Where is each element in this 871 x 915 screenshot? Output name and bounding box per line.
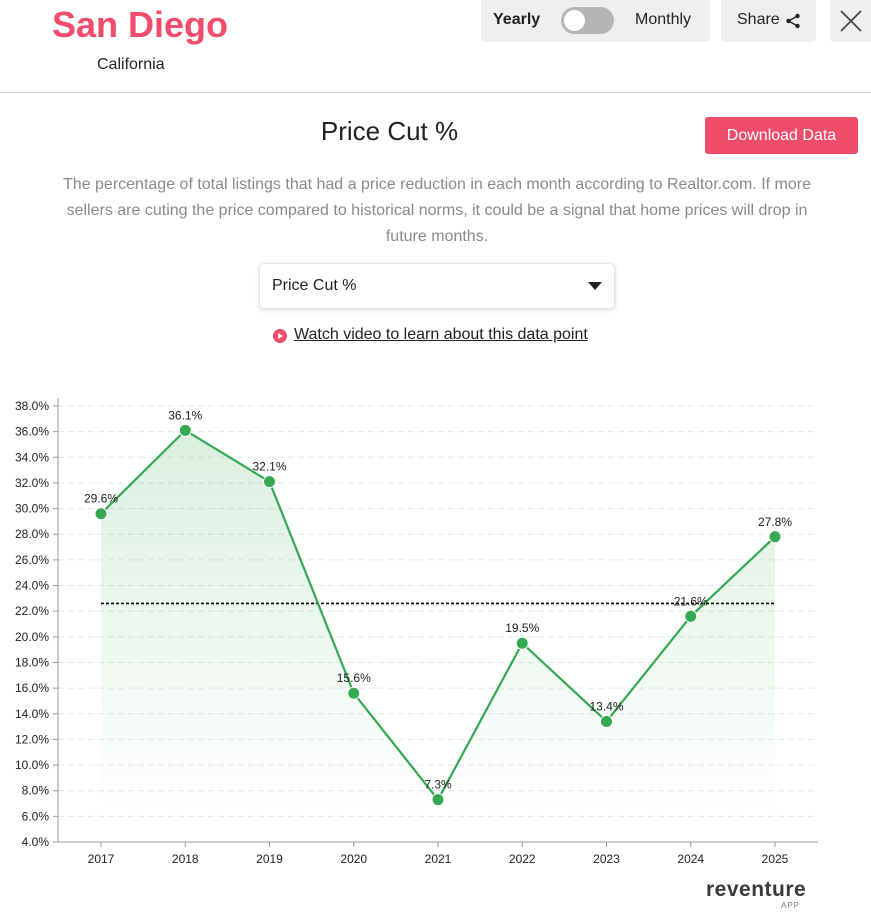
play-icon: [273, 329, 287, 343]
x-tick-label: 2018: [172, 852, 199, 866]
data-label: 19.5%: [505, 621, 539, 635]
y-tick-label: 36.0%: [15, 425, 49, 439]
x-tick-label: 2019: [256, 852, 283, 866]
toggle-monthly-label[interactable]: Monthly: [635, 11, 692, 28]
chart-axes: 4.0% 6.0% 8.0% 10.0% 12.0% 14.0% 16.0% 18.0% 20.…: [15, 398, 818, 866]
price-cut-chart: 29.6% 36.1% 32.1% 15.6% 7.3% 19.5% 13.4% 21.6% 2…: [15, 398, 818, 866]
data-label: 15.6%: [337, 671, 371, 685]
share-label: Share: [737, 11, 780, 28]
y-tick-label: 20.0%: [15, 630, 49, 644]
x-tick-label: 2025: [762, 852, 789, 866]
x-tick-label: 2024: [677, 852, 704, 866]
data-label: 29.6%: [84, 492, 118, 506]
state-name: California: [97, 56, 165, 73]
y-tick-label: 12.0%: [15, 732, 49, 746]
data-point: [600, 714, 613, 728]
y-tick-label: 16.0%: [15, 681, 49, 695]
period-toggle-switch[interactable]: [561, 7, 614, 34]
download-data-button[interactable]: Download Data: [705, 117, 858, 154]
data-point: [347, 686, 361, 700]
chart-area-fill: [101, 430, 775, 814]
data-point: [515, 636, 529, 650]
data-point: [768, 530, 782, 544]
y-tick-label: 34.0%: [15, 450, 49, 464]
chart-data-labels: 29.6% 36.1% 32.1% 15.6% 7.3% 19.5% 13.4% 21.6% 2…: [84, 408, 792, 791]
data-label: 36.1%: [168, 408, 202, 422]
toggle-yearly-label[interactable]: Yearly: [493, 11, 541, 28]
chart-description: The percentage of total listings that ha…: [63, 176, 811, 245]
data-point: [684, 609, 698, 623]
data-label: 7.3%: [424, 778, 452, 792]
y-tick-label: 32.0%: [15, 476, 49, 490]
x-tick-label: 2022: [509, 852, 536, 866]
area-fill: [101, 430, 775, 814]
data-label: 27.8%: [758, 515, 792, 529]
header: San Diego California Yearly Monthly Shar…: [0, 0, 871, 93]
y-tick-label: 10.0%: [15, 758, 49, 772]
chart-title: Price Cut %: [320, 116, 459, 146]
period-toggle: Yearly Monthly: [481, 0, 710, 42]
metric-select-value: Price Cut %: [272, 277, 357, 294]
y-tick-label: 26.0%: [15, 553, 49, 567]
brand-logo-sub: APP: [781, 901, 801, 910]
data-point: [263, 475, 276, 489]
x-tick-label: 2021: [425, 852, 452, 866]
y-tick-label: 14.0%: [15, 707, 49, 721]
y-tick-label: 38.0%: [15, 399, 49, 413]
data-point: [431, 793, 445, 807]
y-tick-label: 22.0%: [15, 604, 49, 618]
caret-down-icon: [588, 282, 602, 290]
data-label: 32.1%: [252, 460, 286, 474]
share-button[interactable]: Share: [721, 0, 816, 42]
y-tick-label: 4.0%: [22, 835, 50, 849]
data-point: [178, 423, 192, 437]
metric-select[interactable]: Price Cut %: [259, 263, 615, 309]
y-tick-label: 6.0%: [22, 809, 50, 823]
x-tick-label: 2020: [340, 852, 367, 866]
x-tick-label: 2023: [593, 852, 620, 866]
x-tick-label: 2017: [88, 852, 115, 866]
y-tick-label: 18.0%: [15, 655, 49, 669]
data-label: 13.4%: [589, 699, 623, 713]
y-tick-label: 24.0%: [15, 579, 49, 593]
watch-video-text: Watch video to learn about this data poi…: [294, 326, 588, 343]
toggle-knob: [564, 10, 585, 31]
y-tick-label: 30.0%: [15, 502, 49, 516]
brand-logo-text: reventure: [706, 878, 807, 901]
close-icon: [840, 10, 862, 32]
y-tick-label: 8.0%: [22, 784, 50, 798]
data-label: 21.6%: [674, 594, 708, 608]
city-name: San Diego: [52, 4, 229, 45]
close-button[interactable]: [830, 0, 871, 42]
y-tick-label: 28.0%: [15, 527, 49, 541]
chart-points: [94, 423, 782, 807]
share-icon: [786, 13, 800, 29]
data-point: [94, 507, 108, 521]
